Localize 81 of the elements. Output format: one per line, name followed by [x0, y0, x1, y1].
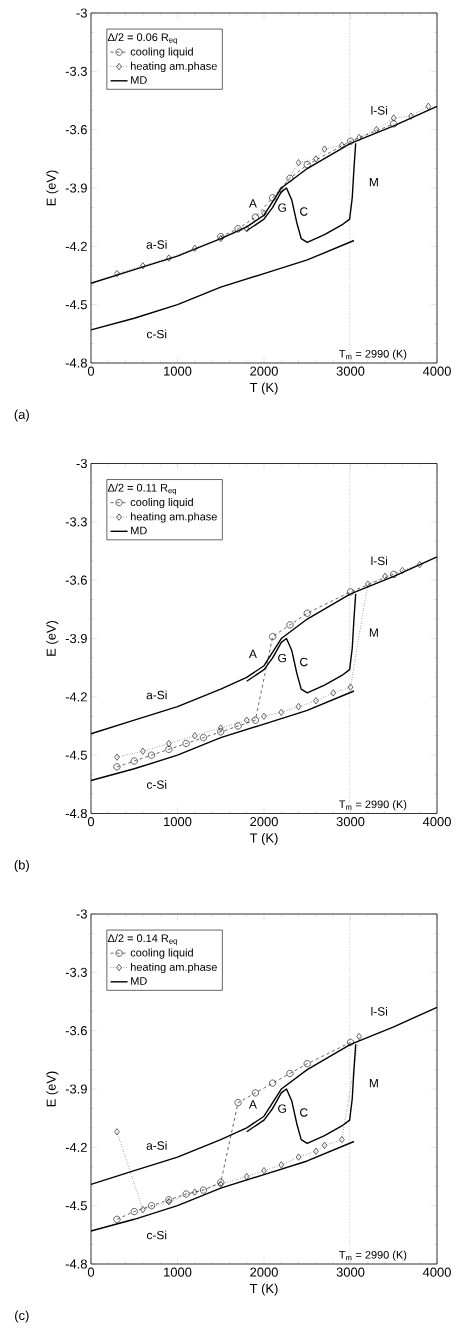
annotation: c-Si	[146, 1230, 167, 1240]
y-tick-label: -4.2	[65, 1142, 87, 1152]
y-tick-label: -3.3	[65, 517, 87, 527]
annotation: l-Si	[371, 105, 388, 115]
y-tick-label: -3.9	[65, 183, 87, 193]
annotation: l-Si	[371, 556, 388, 566]
y-tick-label: -3	[76, 458, 87, 469]
annotation: G	[278, 1104, 286, 1113]
legend-title: Δ/2 = 0.11 R$_{eq}$	[107, 483, 177, 495]
y-tick-label: -3	[76, 909, 87, 919]
annotation: C	[300, 657, 308, 667]
x-axis-title: T (K)	[249, 833, 278, 846]
y-tick-label: -4.2	[65, 692, 87, 702]
legend-label: MD	[131, 526, 147, 535]
y-tick-label: -4.8	[65, 1259, 87, 1269]
annotation: G	[278, 653, 286, 663]
annotation: M	[369, 1078, 378, 1088]
annotation: l-Si	[371, 1006, 388, 1016]
x-tick-label: 2000	[250, 1267, 278, 1277]
x-tick-label: 3000	[336, 1267, 365, 1277]
text: (c)	[15, 1310, 29, 1323]
y-tick-label: -4.2	[65, 241, 87, 251]
y-tick-label: -3	[76, 8, 87, 18]
annotation: C	[300, 1108, 308, 1117]
annotation: M	[369, 628, 378, 637]
x-tick-label: 0	[87, 1267, 95, 1277]
annotation: a-Si	[146, 239, 167, 249]
text: (b)	[14, 859, 29, 873]
y-tick-label: -4.5	[65, 300, 87, 310]
x-tick-label: 4000	[422, 817, 451, 827]
annotation: c-Si	[146, 780, 167, 789]
ref-line-label: T$_{m}$ = 2990 (K)	[339, 800, 407, 811]
legend-title: Δ/2 = 0.06 R$_{eq}$	[107, 33, 177, 45]
annotation: A	[248, 1100, 257, 1109]
x-tick-label: 1000	[164, 1267, 192, 1277]
legend-label: cooling liquid	[130, 497, 193, 509]
legend-label: cooling liquid	[130, 948, 193, 959]
annotation: c-Si	[146, 329, 167, 339]
y-tick-label: -3.9	[65, 633, 87, 644]
ref-line-label: T$_{m}$ = 2990 (K)	[339, 349, 407, 360]
x-tick-label: 4000	[422, 1267, 451, 1277]
annotation: A	[248, 649, 257, 659]
y-tick-label: -3.6	[65, 1026, 87, 1036]
ref-line-label: T$_{m}$ = 2990 (K)	[339, 1250, 407, 1261]
y-axis-title: E (eV)	[46, 620, 59, 656]
x-tick-label: 3000	[336, 366, 365, 376]
y-tick-label: -3.3	[65, 967, 87, 977]
legend-label: heating am.phase	[131, 61, 217, 73]
annotation: C	[300, 207, 308, 216]
y-tick-label: -3.3	[65, 66, 87, 76]
annotation: A	[248, 199, 257, 208]
legend-label: MD	[131, 76, 147, 84]
x-tick-label: 0	[87, 817, 95, 827]
y-tick-label: -4.8	[65, 808, 87, 819]
y-tick-label: -3.6	[65, 125, 87, 135]
x-axis-title: T (K)	[249, 382, 278, 395]
legend-label: heating am.phase	[131, 512, 217, 523]
y-tick-label: -3.9	[65, 1084, 87, 1094]
annotation: a-Si	[146, 690, 167, 700]
annotation: G	[278, 203, 286, 212]
x-tick-label: 2000	[250, 817, 278, 827]
x-tick-label: 1000	[164, 366, 192, 376]
x-axis-title: T (K)	[249, 1283, 278, 1296]
y-tick-label: -4.5	[65, 750, 87, 760]
y-axis-title: E (eV)	[46, 170, 59, 206]
y-tick-label: -3.6	[65, 575, 87, 585]
legend-title: Δ/2 = 0.14 R$_{eq}$	[107, 934, 177, 946]
y-tick-label: -4.5	[65, 1201, 87, 1211]
x-tick-label: 0	[87, 366, 95, 376]
x-tick-label: 3000	[336, 817, 365, 827]
legend-label: MD	[131, 977, 147, 985]
annotation: M	[369, 177, 378, 187]
x-tick-label: 4000	[422, 366, 451, 376]
legend-label: heating am.phase	[131, 962, 217, 974]
legend-label: cooling liquid	[130, 47, 193, 58]
text: (a)	[14, 409, 29, 422]
x-tick-label: 2000	[250, 366, 278, 376]
y-tick-label: -4.8	[65, 358, 87, 368]
annotation: a-Si	[146, 1140, 167, 1150]
y-axis-title: E (eV)	[46, 1071, 59, 1107]
x-tick-label: 1000	[164, 817, 192, 827]
